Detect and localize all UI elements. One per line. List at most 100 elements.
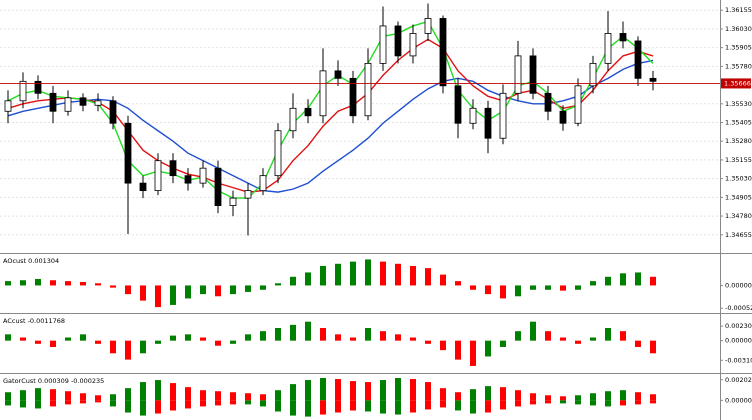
histogram-bar	[50, 400, 56, 407]
y-tick-label: 0.002029	[725, 376, 752, 384]
y-tick-label: 1.34905	[725, 193, 752, 201]
histogram-bar	[635, 272, 641, 286]
histogram-bar	[485, 386, 491, 401]
histogram-bar	[35, 388, 41, 401]
histogram-bar	[455, 340, 461, 360]
histogram-bar	[515, 331, 521, 341]
histogram-bar	[335, 400, 341, 413]
y-tick-label: 1.35530	[725, 100, 752, 108]
histogram-bar	[230, 400, 236, 405]
histogram-bar	[65, 337, 71, 341]
histogram-bar	[485, 285, 491, 295]
histogram-bar	[455, 281, 461, 286]
histogram-bar	[350, 337, 356, 341]
histogram-bar	[95, 340, 101, 344]
histogram-bar	[95, 283, 101, 286]
candle-body	[319, 70, 327, 117]
histogram-bar	[485, 340, 491, 357]
histogram-bar	[365, 382, 371, 401]
histogram-bar	[500, 340, 506, 347]
histogram-bar	[80, 400, 86, 404]
histogram-bar	[125, 285, 131, 295]
y-tick-label: 1.35030	[725, 175, 752, 183]
histogram-bar	[335, 379, 341, 401]
histogram-bar	[380, 261, 386, 286]
histogram-bar	[35, 400, 41, 409]
histogram-bar	[515, 400, 521, 407]
histogram-bar	[320, 378, 326, 401]
histogram-bar	[80, 281, 86, 286]
histogram-bar	[185, 387, 191, 401]
histogram-bar	[155, 340, 161, 344]
histogram-bar	[605, 276, 611, 286]
histogram-bar	[65, 400, 71, 405]
candle-body	[49, 92, 57, 112]
histogram-bar	[170, 285, 176, 305]
histogram-bar	[620, 400, 626, 406]
histogram-bar	[65, 391, 71, 401]
histogram-bar	[5, 281, 11, 286]
histogram-bar	[605, 328, 611, 341]
histogram-bar	[305, 380, 311, 401]
histogram-bar	[155, 400, 161, 414]
histogram-bar	[380, 400, 386, 414]
histogram-bar	[470, 340, 476, 366]
candle-body	[349, 77, 357, 117]
histogram-bar	[440, 274, 446, 286]
candle-body	[514, 55, 522, 94]
histogram-bar	[320, 400, 326, 415]
histogram-bar	[410, 400, 416, 413]
histogram-bar	[395, 400, 401, 415]
histogram-bar	[140, 285, 146, 301]
candle-body	[409, 33, 417, 57]
histogram-bar	[245, 393, 251, 401]
candle-body	[289, 107, 297, 132]
histogram-bar	[500, 285, 506, 299]
histogram-bar	[290, 384, 296, 401]
histogram-bar	[395, 263, 401, 286]
histogram-bar	[260, 394, 266, 401]
histogram-bar	[140, 340, 146, 354]
histogram-bar	[125, 388, 131, 401]
histogram-bar	[395, 378, 401, 401]
histogram-bar	[260, 285, 266, 290]
candle-body	[79, 97, 87, 106]
candle-body	[154, 160, 162, 192]
histogram-bar	[440, 340, 446, 351]
histogram-bar	[260, 400, 266, 407]
candle-body	[34, 80, 42, 94]
histogram-bar	[470, 389, 476, 401]
panel-title: AOcust 0.001304	[3, 257, 59, 265]
y-tick-label: 1.34780	[725, 212, 752, 220]
histogram-bar	[590, 281, 596, 286]
histogram-bar	[545, 331, 551, 341]
candle-body	[499, 92, 507, 139]
histogram-bar	[230, 392, 236, 401]
histogram-bar	[275, 400, 281, 412]
histogram-bar	[530, 400, 536, 405]
histogram-bar	[140, 382, 146, 401]
histogram-bar	[170, 383, 176, 401]
histogram-bar	[620, 390, 626, 401]
histogram-bar	[395, 334, 401, 341]
histogram-bar	[650, 394, 656, 401]
candle-body	[589, 62, 597, 87]
candle-body	[139, 182, 147, 192]
histogram-bar	[500, 387, 506, 401]
histogram-bar	[605, 391, 611, 401]
candle-body	[604, 33, 612, 64]
histogram-bar	[260, 331, 266, 341]
histogram-bar	[170, 400, 176, 411]
histogram-bar	[425, 382, 431, 401]
histogram-bar	[320, 265, 326, 286]
y-tick-label: 1.35905	[725, 44, 752, 52]
histogram-bar	[350, 381, 356, 401]
histogram-bar	[605, 400, 611, 407]
histogram-bar	[575, 395, 581, 401]
histogram-bar	[215, 400, 221, 406]
y-tick-label: -0.0031010	[725, 356, 752, 364]
histogram-bar	[425, 268, 431, 286]
candle-body	[574, 85, 582, 124]
histogram-bar	[545, 400, 551, 404]
histogram-bar	[215, 340, 221, 346]
